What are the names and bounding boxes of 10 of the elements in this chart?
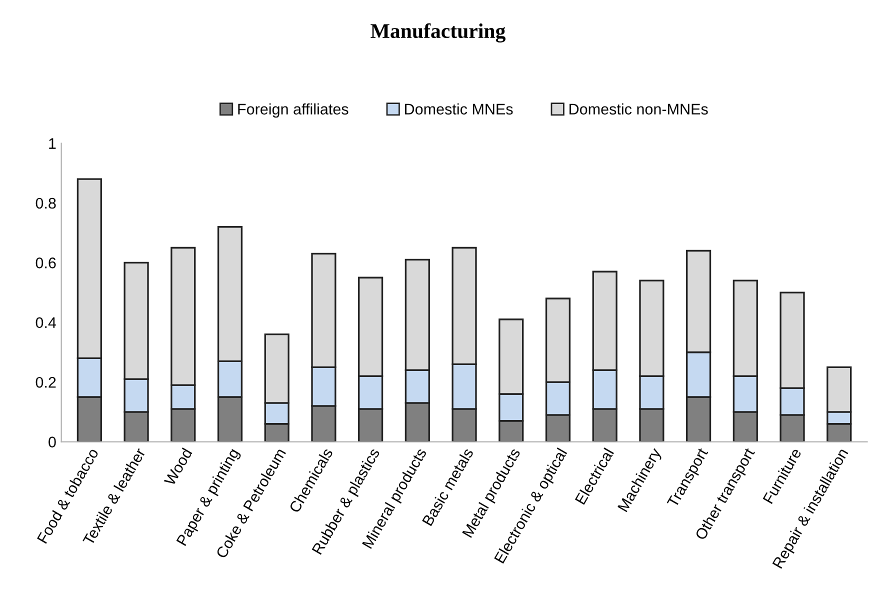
legend-label: Domestic non-MNEs	[570, 103, 708, 115]
y-tick-label: 0.6	[36, 258, 56, 268]
y-tick-label: 0.8	[36, 198, 56, 209]
y-tick-label: 0.4	[36, 317, 56, 328]
chart-title: Manufacturing	[370, 23, 506, 42]
legend-label: Foreign affiliates	[238, 103, 348, 118]
y-tick-label: 0.2	[36, 376, 56, 388]
legend-label: Domestic MNEs	[405, 103, 513, 115]
y-tick-label: 1	[49, 138, 56, 149]
y-tick-label: 0	[48, 436, 56, 448]
